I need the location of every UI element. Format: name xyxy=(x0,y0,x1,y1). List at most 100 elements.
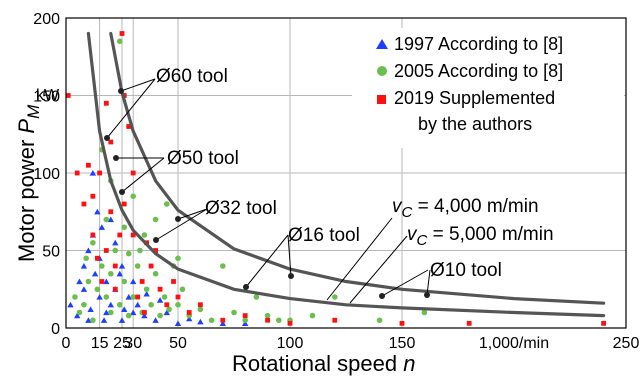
data-point-2005 xyxy=(76,309,83,316)
data-point-2005 xyxy=(376,317,383,324)
x-tick-label: 150 xyxy=(389,335,416,352)
data-point-2005 xyxy=(309,312,316,319)
data-point-2019 xyxy=(90,193,96,199)
data-point-2005 xyxy=(103,216,110,223)
curve-vc-4000 xyxy=(86,31,606,318)
y-unit-label: kW xyxy=(36,87,60,104)
data-point-1997 xyxy=(186,315,193,322)
data-point-2019 xyxy=(175,294,181,300)
data-point-2005 xyxy=(141,232,148,238)
data-point-2019 xyxy=(103,248,109,253)
data-point-2019 xyxy=(332,317,338,323)
data-point-1997 xyxy=(118,263,126,269)
legend-label-2019: 2019 Supplemented xyxy=(394,88,555,108)
data-point-2005 xyxy=(90,239,96,246)
data-point-1997 xyxy=(242,320,249,326)
curves xyxy=(86,31,606,318)
data-point-2005 xyxy=(125,312,132,319)
data-point-2019 xyxy=(126,124,132,129)
data-point-1997 xyxy=(87,306,94,312)
data-point-2005 xyxy=(81,301,87,308)
data-point-2019 xyxy=(171,279,176,284)
data-point-1997 xyxy=(100,317,108,323)
data-point-2019 xyxy=(220,317,226,323)
data-point-1997 xyxy=(96,294,103,300)
tool-label-16: Ø16 tool xyxy=(288,225,360,246)
data-point-2005 xyxy=(220,263,226,269)
data-point-2019 xyxy=(97,170,102,176)
data-point-2019 xyxy=(601,320,606,326)
data-point-2019 xyxy=(142,310,147,315)
data-point-1997 xyxy=(91,270,99,277)
data-point-2005 xyxy=(90,317,96,324)
data-point-2005 xyxy=(148,301,154,308)
data-point-1997 xyxy=(103,309,110,316)
data-point-2019 xyxy=(121,201,127,207)
data-point-2019 xyxy=(112,263,118,269)
legend-label-1997: 1997 According to [8] xyxy=(394,34,563,54)
data-point-2019 xyxy=(99,279,105,284)
data-point-2005 xyxy=(108,270,114,277)
data-point-2005 xyxy=(179,286,186,293)
data-point-1997 xyxy=(67,301,74,308)
legend-marker-2019 xyxy=(377,95,386,104)
legend-marker-2005 xyxy=(377,66,387,76)
data-point-2019 xyxy=(399,320,405,326)
data-point-2005 xyxy=(134,263,141,269)
x-tick-label: 25 xyxy=(113,335,131,352)
data-point-2019 xyxy=(157,286,163,292)
data-point-1997 xyxy=(85,317,92,323)
data-point-2005 xyxy=(108,309,114,316)
data-point-2019 xyxy=(139,279,145,284)
data-point-1997 xyxy=(80,286,88,292)
data-point-2005 xyxy=(208,317,215,324)
data-point-1997 xyxy=(107,216,114,223)
data-point-1997 xyxy=(130,278,137,285)
x-tick-label: 100 xyxy=(277,335,304,352)
data-point-2005 xyxy=(242,317,248,324)
data-point-2005 xyxy=(130,294,136,300)
x-tick-label: 1,000/min xyxy=(479,335,549,352)
data-point-1997 xyxy=(112,239,119,246)
x-tick-label: 15 xyxy=(91,335,109,352)
data-point-2005 xyxy=(231,309,237,316)
data-point-2005 xyxy=(85,278,92,285)
data-point-1997 xyxy=(219,320,226,326)
data-point-2019 xyxy=(94,255,100,261)
data-point-1997 xyxy=(116,270,123,277)
data-point-2005 xyxy=(157,312,163,319)
data-point-2005 xyxy=(99,263,105,269)
tool-label-60: Ø60 tool xyxy=(156,66,228,87)
data-point-2019 xyxy=(186,310,192,315)
data-point-1997 xyxy=(141,312,148,319)
data-point-2005 xyxy=(264,312,271,319)
data-point-2019 xyxy=(265,317,270,323)
data-point-1997 xyxy=(152,317,159,323)
data-point-2005 xyxy=(112,247,119,254)
x-tick-label: 50 xyxy=(169,335,187,352)
y-tick-label: 0 xyxy=(51,321,60,338)
data-point-2005 xyxy=(72,294,78,300)
curve-label-4000: vC = 4,000 m/min xyxy=(392,196,539,221)
data-point-2019 xyxy=(287,320,293,326)
data-point-2005 xyxy=(103,294,110,300)
data-point-2005 xyxy=(175,301,181,308)
data-point-1997 xyxy=(98,224,106,230)
data-point-2019 xyxy=(164,302,170,308)
x-tick-label: 30 xyxy=(124,335,142,352)
data-point-2019 xyxy=(108,209,114,215)
data-point-2019 xyxy=(119,31,125,36)
data-point-2005 xyxy=(125,250,132,257)
data-point-2005 xyxy=(166,306,172,313)
data-point-1997 xyxy=(80,263,88,269)
data-point-2005 xyxy=(276,317,282,324)
tool-label-50: Ø50 tool xyxy=(167,148,239,169)
y-tick-label: 150 xyxy=(33,89,60,106)
data-point-2005 xyxy=(161,294,168,300)
data-point-2005 xyxy=(143,286,150,293)
data-point-2019 xyxy=(108,139,114,145)
data-point-2005 xyxy=(116,38,123,45)
data-point-1997 xyxy=(94,208,101,215)
data-point-2005 xyxy=(94,286,101,293)
